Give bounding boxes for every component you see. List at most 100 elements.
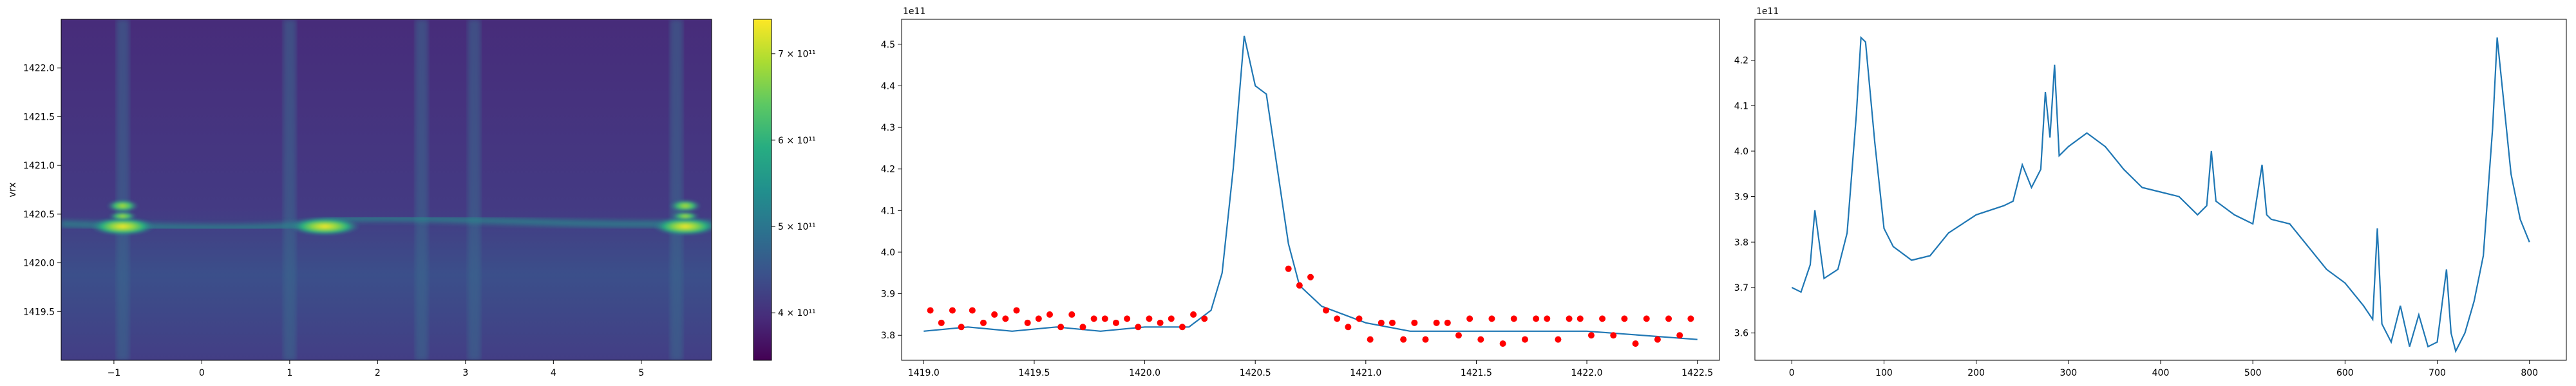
heatmap-x-tick-label: 4	[551, 368, 556, 378]
spectrum-peak-marker	[991, 311, 998, 318]
heatmap-hotspot-upper	[671, 212, 700, 221]
spectrum-peak-marker	[1621, 315, 1628, 322]
spectrum-peak-marker	[1334, 315, 1341, 322]
colorbar-tick-label: 7 × 10¹¹	[778, 50, 816, 60]
spectrum-x-tick-label: 1421.0	[1350, 368, 1381, 378]
colorbar-tick-label: 6 × 10¹¹	[778, 136, 816, 146]
spectrum-peak-marker	[1632, 340, 1639, 347]
spectrum-y-tick-label: 4.2	[881, 165, 895, 175]
spectrum-peak-marker	[1599, 315, 1606, 322]
spectrum-peak-marker	[1190, 311, 1197, 318]
spectrum-peak-marker	[1510, 315, 1517, 322]
spectrum-plot-frame	[901, 19, 1720, 361]
spectrum-y-tick-label: 4.0	[881, 248, 895, 258]
spectrum-peak-marker	[1356, 315, 1363, 322]
heatmap-hotspot-upper	[108, 212, 137, 221]
spectrum-peak-marker	[958, 324, 965, 331]
profile-y-tick-label: 3.9	[1734, 192, 1748, 203]
spectrum-peak-marker	[1555, 336, 1562, 343]
colorbar-tick-label: 4 × 10¹¹	[778, 308, 816, 318]
profile-x-tick-label: 600	[2336, 368, 2354, 378]
spectrum-y-tick-label: 4.1	[881, 206, 895, 216]
spectrum-peak-marker	[1013, 307, 1020, 314]
heatmap-frame	[61, 19, 712, 361]
heatmap-y-tick-label: 1420.0	[23, 259, 55, 269]
heatmap-ridge	[61, 199, 712, 235]
spectrum-peak-marker	[1179, 324, 1186, 331]
spectrum-peak-marker	[1444, 319, 1451, 326]
spectrum-peak-marker	[1090, 315, 1097, 322]
spectrum-x-tick-label: 1422.0	[1571, 368, 1603, 378]
spectrum-peak-marker	[1201, 315, 1208, 322]
heatmap-x-tick-label: 3	[462, 368, 468, 378]
heatmap-x-tick-label: 0	[199, 368, 205, 378]
spectrum-peak-marker	[980, 319, 987, 326]
heatmap-x-tick-label: 1	[287, 368, 292, 378]
spectrum-peak-marker	[1124, 315, 1131, 322]
spectrum-y-tick-label: 4.3	[881, 123, 895, 133]
spectrum-y-tick-label: 3.9	[881, 290, 895, 300]
profile-x-ticks: 0 100 200 300 400 500 600 700 800	[1789, 360, 2538, 378]
colorbar	[753, 19, 772, 361]
spectrum-peak-marker	[949, 307, 956, 314]
spectrum-y-tick-label: 4.5	[881, 40, 895, 50]
profile-x-tick-label: 0	[1789, 368, 1795, 378]
profile-offset-text: 1e11	[1756, 6, 1779, 17]
profile-panel: 1e11 0 100 200 300 400 500 600 700 800 3.6 3.7 3.8…	[1734, 6, 2567, 378]
heatmap-band	[283, 19, 296, 360]
profile-y-tick-label: 3.8	[1734, 237, 1748, 248]
spectrum-peak-marker	[1676, 332, 1683, 339]
spectrum-peak-marker	[1168, 315, 1175, 322]
spectrum-peak-marker	[1101, 315, 1108, 322]
spectrum-peak-marker	[1024, 319, 1031, 326]
profile-y-tick-label: 4.0	[1734, 147, 1748, 157]
spectrum-peak-marker	[1296, 282, 1303, 289]
profile-y-tick-label: 3.7	[1734, 283, 1748, 293]
spectrum-x-ticks: 1419.0 1419.5 1420.0 1420.5 1421.0 1421.5 1422…	[908, 360, 1713, 378]
spectrum-peak-marker	[1433, 319, 1440, 326]
heatmap-background	[61, 19, 712, 360]
heatmap-band	[468, 19, 481, 360]
spectrum-peak-marker	[1499, 340, 1506, 347]
profile-x-tick-label: 500	[2244, 368, 2262, 378]
heatmap-y-tick-label: 1421.5	[23, 112, 55, 122]
spectrum-peak-marker	[938, 319, 945, 326]
profile-x-tick-label: 100	[1875, 368, 1893, 378]
spectrum-x-tick-label: 1421.5	[1461, 368, 1492, 378]
spectrum-peak-marker	[1046, 311, 1053, 318]
spectrum-y-tick-label: 3.8	[881, 331, 895, 341]
spectrum-x-tick-label: 1422.5	[1681, 368, 1713, 378]
spectrum-peak-marker	[1466, 315, 1473, 322]
spectrum-peak-marker	[1112, 319, 1119, 326]
spectrum-peak-marker	[1068, 311, 1075, 318]
heatmap-hotspot-upper	[106, 199, 139, 212]
profile-plot-frame	[1754, 19, 2567, 361]
spectrum-y-ticks: 3.8 3.9 4.0 4.1 4.2 4.3 4.4 4.5	[881, 40, 902, 341]
heatmap-x-tick-label: 5	[638, 368, 644, 378]
heatmap-y-tick-label: 1422.0	[23, 64, 55, 74]
spectrum-peak-marker	[1057, 324, 1065, 331]
spectrum-peak-marker	[1411, 319, 1418, 326]
spectrum-peak-marker	[1544, 315, 1551, 322]
spectrum-peak-marker	[1157, 319, 1164, 326]
spectrum-x-tick-label: 1420.5	[1240, 368, 1271, 378]
spectrum-peak-marker	[1488, 315, 1495, 322]
heatmap-hotspot	[289, 217, 361, 235]
profile-x-tick-label: 400	[2152, 368, 2170, 378]
spectrum-peak-marker	[1002, 315, 1009, 322]
heatmap-y-ticks: 1419.5 1420.0 1420.5 1421.0 1421.5 1422.0	[23, 64, 61, 317]
spectrum-peak-marker	[1533, 315, 1540, 322]
profile-y-tick-label: 4.2	[1734, 56, 1748, 66]
heatmap-y-tick-label: 1420.5	[23, 210, 55, 220]
spectrum-peak-marker	[1400, 336, 1407, 343]
heatmap-ridge-band	[61, 215, 712, 231]
profile-x-tick-label: 700	[2429, 368, 2446, 378]
spectrum-x-tick-label: 1419.0	[908, 368, 940, 378]
profile-x-tick-label: 800	[2521, 368, 2538, 378]
heatmap-y-label: vrx	[6, 182, 18, 198]
spectrum-peak-marker	[1566, 315, 1573, 322]
spectrum-peak-marker	[1610, 332, 1617, 339]
profile-y-ticks: 3.6 3.7 3.8 3.9 4.0 4.1 4.2	[1734, 56, 1755, 339]
heatmap-x-ticks: −1 0 1 2 3 4 5	[108, 360, 644, 378]
